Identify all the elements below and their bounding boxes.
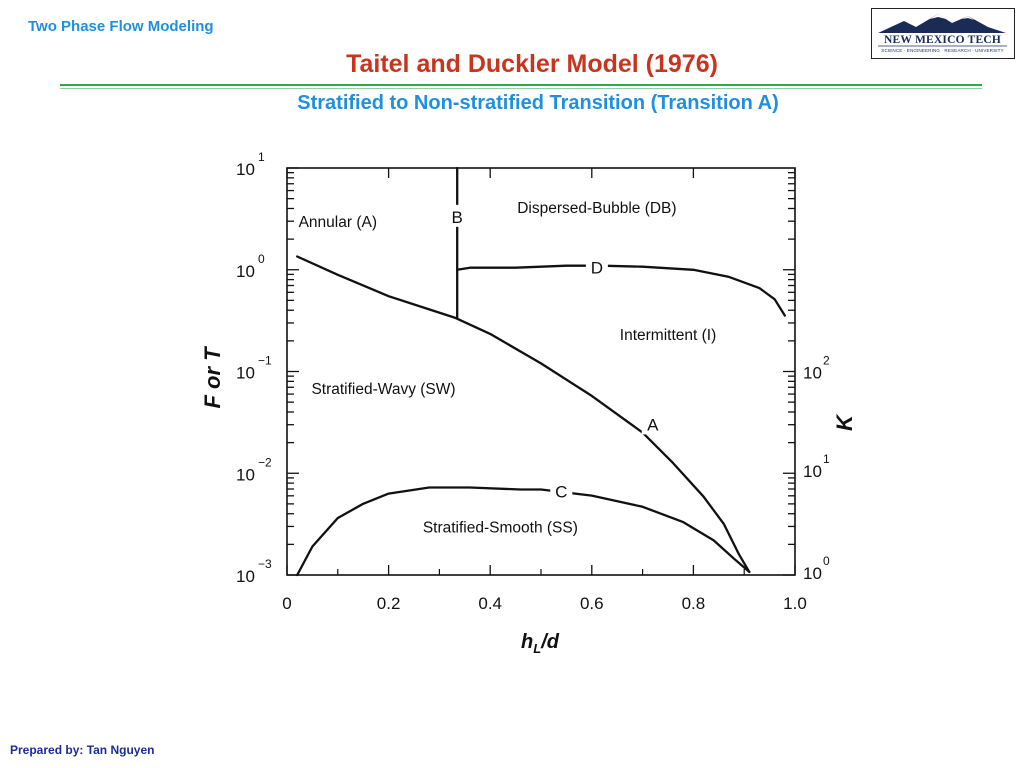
region-label: Annular (A) [299,214,377,231]
x-tick-label: 0.4 [478,594,502,613]
x-tick-label: 0.6 [580,594,604,613]
x-tick-label: 1.0 [783,594,807,613]
y2-tick-exponent: 1 [823,452,830,466]
curve-label-mask [550,479,573,502]
y2-tick-label: 10 [803,462,822,481]
curve-label-b: B [452,208,463,227]
region-label: Dispersed-Bubble (DB) [517,200,676,217]
curve-label-c: C [555,483,567,502]
x-tick-label: 0.8 [682,594,706,613]
divider-bottom [60,88,982,89]
y-tick-label: 10 [236,160,255,179]
curve-label-a: A [647,415,659,434]
y-tick-exponent: −3 [258,557,272,571]
nmt-logo: NEW MEXICO TECH SCIENCE · ENGINEERING · … [871,8,1015,59]
curve-d [456,264,786,317]
y2-tick-exponent: 2 [823,354,830,368]
y2-axis-label: K [832,413,857,431]
y-tick-exponent: 0 [258,252,265,266]
y-axis-label: F or T [200,346,225,409]
slide-title: Taitel and Duckler Model (1976) [346,50,718,78]
y-tick-label: 10 [236,465,255,484]
y2-tick-label: 10 [803,364,822,383]
mountains-icon [878,14,1007,47]
x-tick-label: 0.2 [377,594,401,613]
y-tick-label: 10 [236,262,255,281]
region-label: Stratified-Smooth (SS) [423,519,578,536]
footer-author: Prepared by: Tan Nguyen [10,743,155,757]
y2-tick-label: 10 [803,564,822,583]
y2-tick-exponent: 0 [823,554,830,568]
slide-subtitle: Stratified to Non-stratified Transition … [297,92,779,114]
x-axis-label-main: h [521,631,533,653]
y-tick-exponent: −1 [258,354,272,368]
region-label: Stratified-Wavy (SW) [311,381,455,398]
y-tick-label: 10 [236,567,255,586]
course-title: Two Phase Flow Modeling [28,18,214,35]
y-tick-label: 10 [236,364,255,383]
x-axis-label-tail: /d [540,631,560,653]
region-label: Intermittent (I) [620,327,716,344]
logo-name: NEW MEXICO TECH [884,34,1001,46]
x-axis-label: hL/d [521,631,560,656]
y-tick-exponent: 1 [258,150,265,164]
curve-label-d: D [591,259,603,278]
curve-label-mask [585,255,608,278]
y-tick-exponent: −2 [258,455,272,469]
logo-tagline: SCIENCE · ENGINEERING · RESEARCH · UNIVE… [881,48,1004,53]
curve-label-mask [641,412,664,435]
x-tick-label: 0 [282,594,291,613]
curve-c [296,486,751,577]
divider-top [60,84,982,86]
curve-label-mask [446,204,469,227]
curve-a [296,255,751,574]
x-axis-label-sub: L [533,641,541,656]
